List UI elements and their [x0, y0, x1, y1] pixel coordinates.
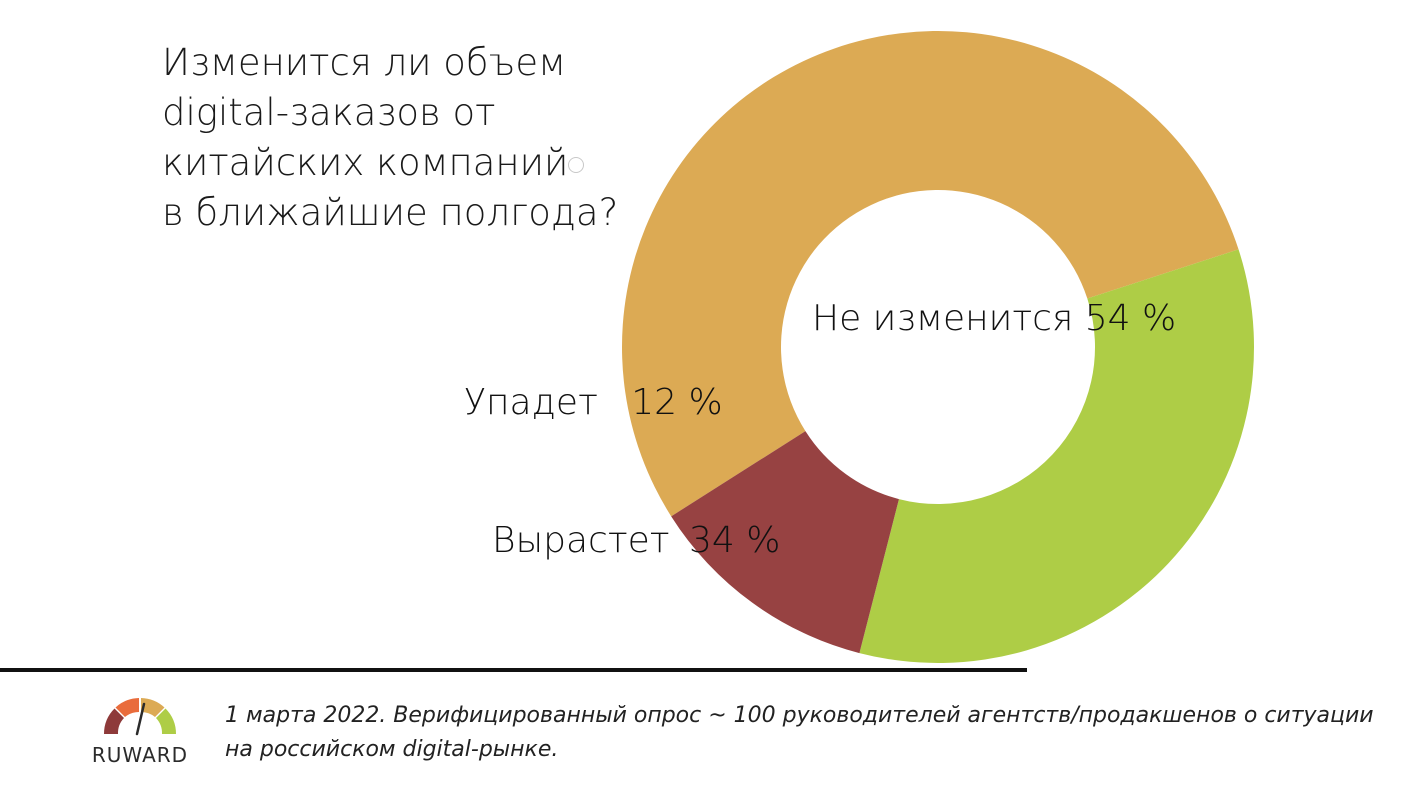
chart-title: Изменится ли объем digital-заказов от ки… [162, 38, 632, 238]
label-unchanged-name: Не изменится [812, 298, 1074, 339]
title-line-2: digital-заказов от [162, 91, 496, 134]
label-grow-value: 34 % [688, 520, 781, 561]
ruward-logo-icon [103, 698, 177, 736]
donut-slice-0 [622, 31, 1239, 517]
footnote: 1 марта 2022. Верифицированный опрос ~ 1… [225, 703, 1374, 762]
title-line-1: Изменится ли объем [162, 41, 567, 84]
label-fall: Упадет 12 % [464, 383, 723, 423]
ruward-logo-text: RUWARD [91, 743, 189, 767]
donut-slice-2 [671, 431, 899, 654]
label-unchanged-value: 54 % [1084, 298, 1177, 339]
label-grow-name: Вырастет [492, 520, 670, 561]
title-line-4: в ближайшие полгода? [162, 191, 619, 234]
label-grow: Вырастет 34 % [492, 521, 780, 561]
donut-slice-1 [859, 249, 1254, 663]
label-unchanged: Не изменится 54 % [812, 299, 1176, 339]
circle-marker-icon [568, 157, 584, 173]
footer-divider [0, 668, 1027, 672]
label-fall-value: 12 % [631, 382, 723, 423]
title-line-3: китайских компаний [162, 141, 569, 184]
label-fall-name: Упадет [464, 382, 598, 423]
